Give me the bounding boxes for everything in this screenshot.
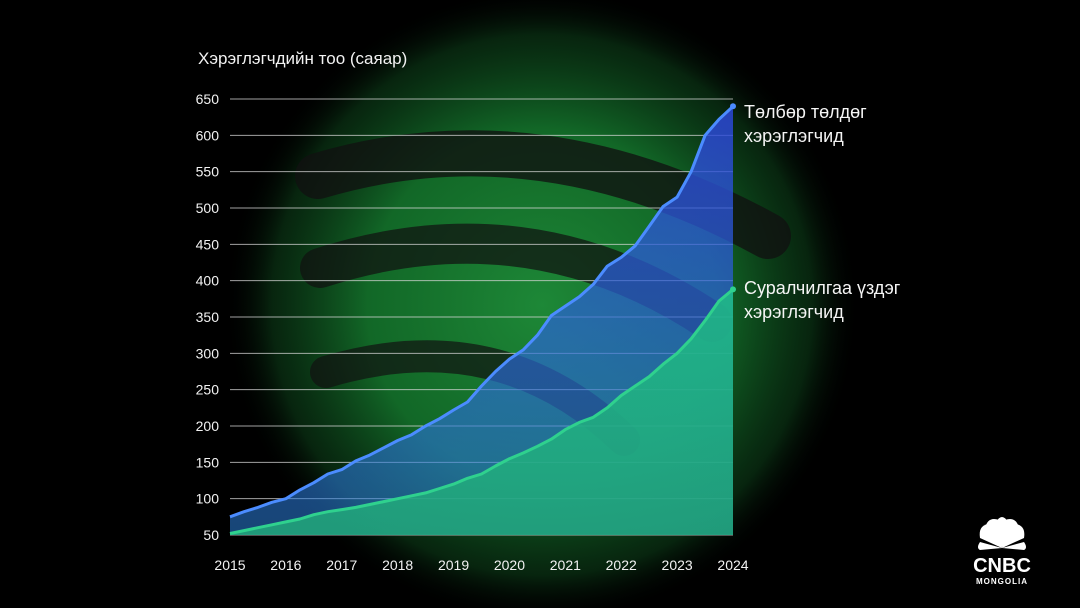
y-axis-label: Хэрэглэгчдийн тоо (саяар) [198, 49, 407, 68]
x-tick-label: 2022 [606, 557, 637, 573]
cnbc-logo: CNBC MONGOLIA [973, 517, 1031, 586]
x-tick-label: 2019 [438, 557, 469, 573]
x-tick-label: 2024 [717, 557, 748, 573]
endpoint-ad-supported-users [730, 286, 736, 293]
x-tick-label: 2023 [662, 557, 693, 573]
y-tick-label: 600 [196, 127, 220, 143]
y-tick-label: 200 [196, 418, 220, 434]
y-tick-label: 300 [196, 345, 220, 361]
series-lines [229, 103, 736, 535]
y-tick-label: 450 [196, 236, 220, 252]
x-tick-label: 2018 [382, 557, 413, 573]
y-tick-label: 550 [196, 164, 220, 180]
series-areas [230, 106, 733, 536]
x-tick-label: 2016 [270, 557, 301, 573]
y-tick-label: 500 [196, 200, 220, 216]
x-tick-label: 2021 [550, 557, 581, 573]
y-tick-label: 400 [196, 273, 220, 289]
x-tick-label: 2015 [214, 557, 245, 573]
y-tick-label: 50 [203, 527, 219, 543]
line-paid-subscribers [229, 105, 735, 519]
x-tick-label: 2017 [326, 557, 357, 573]
series-label-ad: Суралчилгаа үздэг хэрэглэгчид [744, 278, 905, 322]
endpoint-paid-subscribers [730, 103, 736, 110]
area-ad-supported-users [230, 289, 733, 535]
y-tick-label: 650 [196, 91, 220, 107]
y-axis-ticks: 50 100 150 200 250 300 350 400 450 500 550 600 650 [196, 91, 220, 543]
y-tick-label: 150 [196, 454, 220, 470]
y-tick-label: 100 [196, 491, 220, 507]
x-axis-ticks: 2015 2016 2017 2018 2019 2020 2021 2022 2023 2024 [214, 557, 748, 573]
x-tick-label: 2020 [494, 557, 525, 573]
cnbc-logo-subtext: MONGOLIA [976, 577, 1028, 586]
line-ad-supported-users [229, 288, 734, 535]
cnbc-logo-text: CNBC [973, 555, 1031, 577]
y-tick-label: 250 [196, 382, 220, 398]
y-tick-label: 350 [196, 309, 220, 325]
series-label-paid: Төлбөр төлдөг хэрэглэгчид [744, 102, 872, 146]
